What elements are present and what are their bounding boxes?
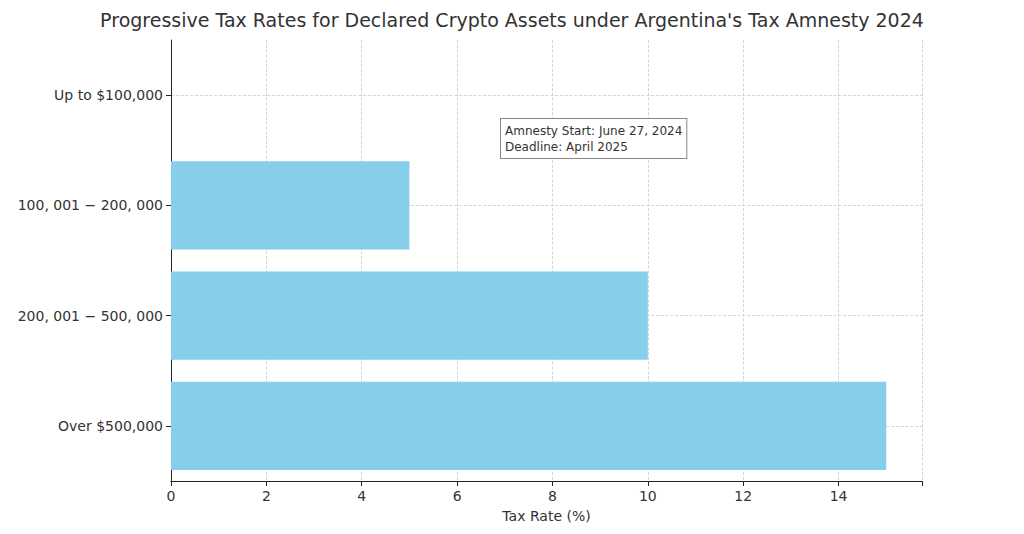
svg-text:2: 2 bbox=[262, 488, 271, 504]
svg-text:4: 4 bbox=[357, 488, 366, 504]
svg-text:10: 10 bbox=[639, 488, 657, 504]
svg-text:200, 001 − 500, 000: 200, 001 − 500, 000 bbox=[18, 308, 163, 324]
svg-text:Over $500,000: Over $500,000 bbox=[58, 418, 163, 434]
svg-text:100, 001 − 200, 000: 100, 001 − 200, 000 bbox=[18, 197, 163, 213]
svg-text:Tax Rate (%): Tax Rate (%) bbox=[501, 508, 590, 524]
svg-text:Deadline: April 2025: Deadline: April 2025 bbox=[505, 140, 628, 154]
svg-text:Up to $100,000: Up to $100,000 bbox=[54, 87, 163, 103]
svg-text:Progressive Tax Rates for Decl: Progressive Tax Rates for Declared Crypt… bbox=[100, 9, 924, 31]
svg-text:6: 6 bbox=[453, 488, 462, 504]
svg-text:8: 8 bbox=[548, 488, 557, 504]
svg-text:12: 12 bbox=[734, 488, 752, 504]
svg-text:0: 0 bbox=[167, 488, 176, 504]
svg-text:Amnesty Start: June 27, 2024: Amnesty Start: June 27, 2024 bbox=[505, 124, 682, 138]
svg-text:14: 14 bbox=[830, 488, 848, 504]
